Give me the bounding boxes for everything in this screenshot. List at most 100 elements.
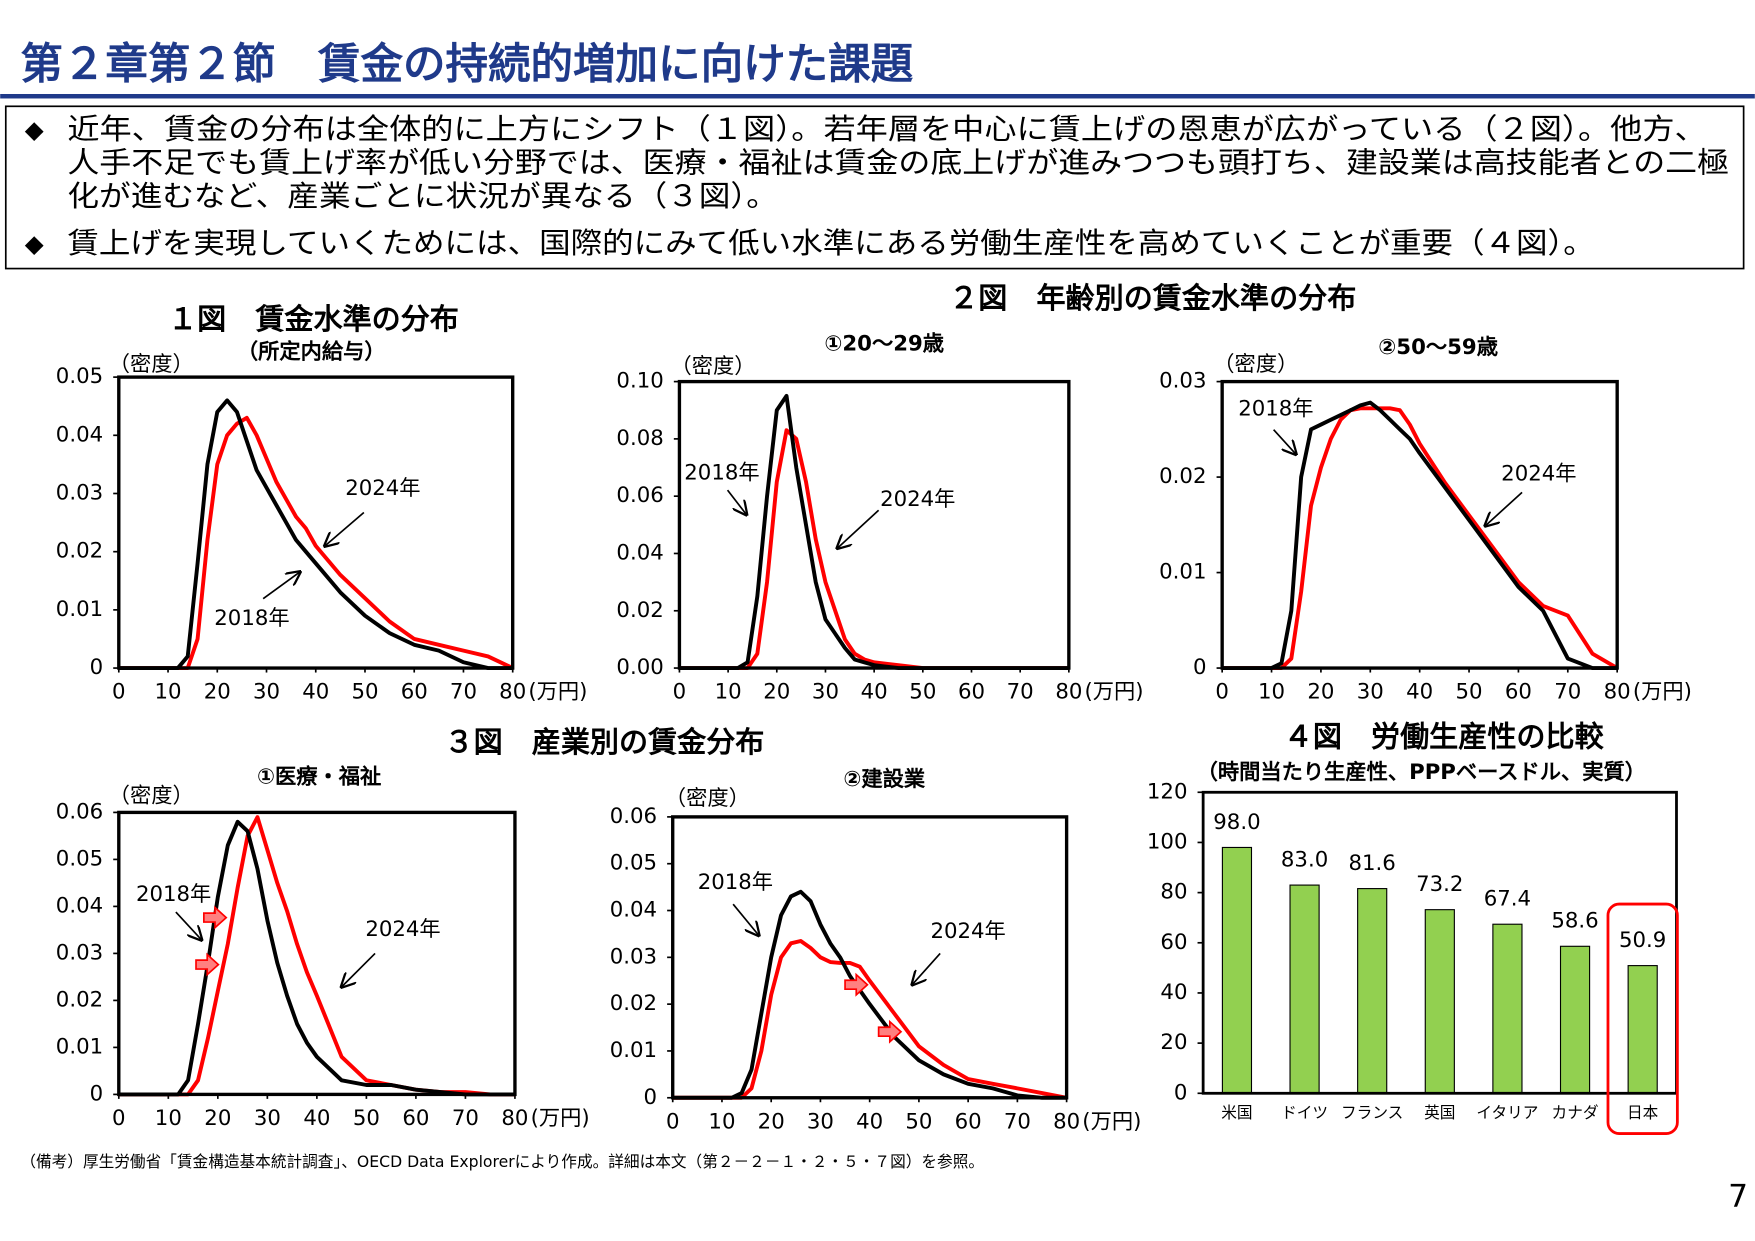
bar xyxy=(1559,945,1591,1094)
label-arrow xyxy=(1273,429,1296,455)
y-tick-label: 40 xyxy=(1160,980,1187,1005)
y-axis-label: （密度） xyxy=(670,354,755,379)
series-label: 2024年 xyxy=(345,476,420,501)
chart-subtitle: （所定内給与） xyxy=(237,338,386,364)
chart-title: ①20～29歳 xyxy=(824,332,944,357)
chart-subtitle: （時間当たり生産性、PPPベースドル、実質） xyxy=(1197,759,1646,785)
x-tick-label: 60 xyxy=(955,1109,982,1134)
x-tick-label: 40 xyxy=(861,680,888,705)
y-tick-label: 0.01 xyxy=(56,1034,103,1059)
bar-value-label: 83.0 xyxy=(1281,847,1328,872)
bullet-text: 化が進むなど、産業ごとに状況が異なる（３図）。 xyxy=(67,179,778,213)
bar-value-label: 73.2 xyxy=(1416,872,1463,897)
x-tick-label: 80 xyxy=(1055,680,1082,705)
shift-arrow xyxy=(203,905,228,930)
x-tick-label: 20 xyxy=(204,1106,231,1131)
figure-title: ３図 産業別の賃金分布 xyxy=(445,725,765,759)
y-tick-label: 0.06 xyxy=(56,799,103,824)
y-axis-label: （密度） xyxy=(1213,352,1298,377)
x-tick-label: 日本 xyxy=(1627,1103,1659,1122)
x-tick-label: 0 xyxy=(112,680,126,705)
bullet-icon: ◆ xyxy=(25,229,44,258)
bullet-icon: ◆ xyxy=(25,115,44,144)
x-tick-label: 70 xyxy=(450,680,477,705)
x-tick-label: 30 xyxy=(1357,680,1384,705)
label-arrow xyxy=(325,511,365,547)
x-tick-label: 30 xyxy=(253,680,280,705)
x-tick-label: 70 xyxy=(1554,680,1581,705)
bullet-text: 人手不足でも賃上げ率が低い分野では、医療・福祉は賃金の底上げが進みつつも頭打ち、… xyxy=(67,145,1729,179)
y-tick-label: 60 xyxy=(1160,930,1187,955)
bar-value-label: 67.4 xyxy=(1484,887,1531,912)
x-axis-label: (万円) xyxy=(1633,680,1692,705)
x-tick-label: 20 xyxy=(1307,680,1334,705)
series-label: 2018年 xyxy=(214,606,289,631)
y-tick-label: 0.04 xyxy=(56,422,103,447)
y-tick-label: 0.05 xyxy=(610,851,657,876)
bar xyxy=(1627,965,1658,1094)
label-arrow xyxy=(837,509,880,548)
x-tick-label: 70 xyxy=(1004,1109,1031,1134)
y-tick-label: 80 xyxy=(1160,880,1187,905)
y-tick-label: 0.05 xyxy=(56,364,103,389)
shift-arrow xyxy=(877,1019,903,1044)
x-axis-label: (万円) xyxy=(528,680,587,705)
x-tick-label: 30 xyxy=(812,680,839,705)
y-tick-label: 0.03 xyxy=(1159,369,1206,394)
chart-title: ②50～59歳 xyxy=(1378,335,1498,360)
bar xyxy=(1424,909,1455,1094)
series-label: 2024年 xyxy=(930,919,1005,944)
y-axis-label: （密度） xyxy=(109,784,194,809)
x-axis-label: (万円) xyxy=(1082,1109,1141,1134)
plot-frame xyxy=(117,375,515,670)
y-tick-label: 0.05 xyxy=(56,846,103,871)
density-line xyxy=(118,415,514,671)
x-tick-label: 40 xyxy=(303,1106,330,1131)
y-tick-label: 0.06 xyxy=(610,804,657,829)
density-line xyxy=(679,393,1069,671)
y-tick-label: 0.03 xyxy=(610,944,657,969)
x-tick-label: 50 xyxy=(351,680,378,705)
plot-frame xyxy=(671,815,1069,1100)
x-tick-label: 20 xyxy=(758,1109,785,1134)
shift-arrow xyxy=(195,952,220,977)
density-line xyxy=(672,939,1067,1100)
x-tick-label: 70 xyxy=(1007,680,1034,705)
density-line xyxy=(1222,400,1618,671)
y-tick-label: 0.08 xyxy=(616,426,663,451)
page-title: 第２章第２節 賃金の持続的増加に向けた課題 xyxy=(20,41,913,90)
y-tick-label: 0.02 xyxy=(56,539,103,564)
bar xyxy=(1289,884,1320,1094)
y-tick-label: 0 xyxy=(90,1081,104,1106)
x-tick-label: 20 xyxy=(763,680,790,705)
x-tick-label: 30 xyxy=(807,1109,834,1134)
y-tick-label: 0 xyxy=(644,1085,658,1110)
x-tick-label: 50 xyxy=(905,1109,932,1134)
x-tick-label: 40 xyxy=(302,680,329,705)
x-tick-label: 10 xyxy=(155,680,182,705)
series-label: 2024年 xyxy=(365,917,440,942)
x-tick-label: カナダ xyxy=(1552,1103,1599,1122)
summary-box xyxy=(4,105,1745,270)
x-tick-label: 60 xyxy=(401,680,428,705)
y-tick-label: 0.02 xyxy=(610,991,657,1016)
x-tick-label: 20 xyxy=(204,680,231,705)
x-tick-label: ドイツ xyxy=(1281,1103,1328,1122)
chart-title: １図 賃金水準の分布 xyxy=(168,302,459,336)
x-tick-label: 30 xyxy=(254,1106,281,1131)
y-tick-label: 0.02 xyxy=(56,987,103,1012)
y-tick-label: 0 xyxy=(90,655,104,680)
x-tick-label: 50 xyxy=(909,680,936,705)
x-tick-label: 英国 xyxy=(1424,1103,1455,1122)
series-label: 2024年 xyxy=(880,487,955,512)
y-tick-label: 0.02 xyxy=(1159,464,1206,489)
y-tick-label: 20 xyxy=(1160,1030,1187,1055)
y-tick-label: 0.06 xyxy=(616,483,663,508)
label-arrow xyxy=(262,572,300,600)
title-rule xyxy=(0,93,1755,99)
highlight-box xyxy=(1606,902,1679,1135)
bar-value-label: 50.9 xyxy=(1619,928,1666,953)
x-axis-label: (万円) xyxy=(531,1106,590,1131)
bullet-text: 近年、賃金の分布は全体的に上方にシフト（１図）。若年層を中心に賃上げの恩恵が広が… xyxy=(67,112,1706,146)
x-tick-label: 80 xyxy=(1604,680,1631,705)
